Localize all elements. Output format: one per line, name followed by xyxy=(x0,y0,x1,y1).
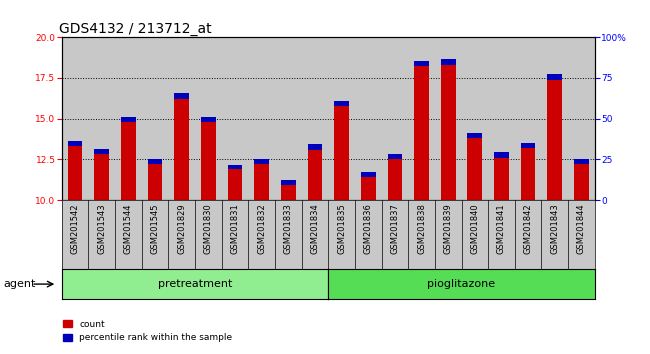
Bar xyxy=(201,122,216,200)
Text: GSM201832: GSM201832 xyxy=(257,204,266,254)
Bar xyxy=(521,143,536,148)
Bar xyxy=(121,116,136,122)
Bar xyxy=(414,67,429,200)
Bar xyxy=(494,158,509,200)
Text: GSM201543: GSM201543 xyxy=(98,204,106,254)
Bar xyxy=(547,74,562,80)
Bar xyxy=(441,65,456,200)
Bar xyxy=(201,117,216,122)
Bar xyxy=(281,185,296,200)
Text: GSM201837: GSM201837 xyxy=(391,204,399,254)
Bar xyxy=(68,146,83,200)
Bar xyxy=(387,159,402,200)
Bar xyxy=(307,149,322,200)
Text: GSM201833: GSM201833 xyxy=(284,204,292,254)
Text: GSM201831: GSM201831 xyxy=(231,204,239,254)
Bar xyxy=(334,101,349,105)
Text: pretreatment: pretreatment xyxy=(158,279,232,289)
Text: GSM201835: GSM201835 xyxy=(337,204,346,254)
Bar xyxy=(521,148,536,200)
Bar xyxy=(307,144,322,149)
Bar xyxy=(227,169,242,200)
Text: agent: agent xyxy=(3,279,36,289)
Bar xyxy=(227,165,242,169)
Text: GSM201829: GSM201829 xyxy=(177,204,186,254)
Bar xyxy=(467,138,482,200)
Text: pioglitazone: pioglitazone xyxy=(428,279,495,289)
Bar xyxy=(174,99,189,200)
Bar xyxy=(94,149,109,154)
Text: GSM201830: GSM201830 xyxy=(204,204,213,254)
Bar xyxy=(494,153,509,158)
Bar xyxy=(441,59,456,65)
Bar xyxy=(414,61,429,67)
Bar xyxy=(547,80,562,200)
Text: GSM201844: GSM201844 xyxy=(577,204,586,254)
Text: GSM201834: GSM201834 xyxy=(311,204,319,254)
Bar xyxy=(174,93,189,99)
Text: GSM201838: GSM201838 xyxy=(417,204,426,254)
Bar xyxy=(94,154,109,200)
Bar xyxy=(574,164,589,200)
Text: GSM201544: GSM201544 xyxy=(124,204,133,254)
Text: GSM201836: GSM201836 xyxy=(364,204,372,254)
Text: GSM201839: GSM201839 xyxy=(444,204,452,254)
Text: GSM201542: GSM201542 xyxy=(71,204,79,254)
Bar xyxy=(334,105,349,200)
Bar xyxy=(254,159,269,164)
Bar xyxy=(361,172,376,177)
Bar xyxy=(281,181,296,185)
Text: GSM201545: GSM201545 xyxy=(151,204,159,254)
Text: GSM201842: GSM201842 xyxy=(524,204,532,254)
Bar xyxy=(387,154,402,159)
Text: GDS4132 / 213712_at: GDS4132 / 213712_at xyxy=(59,22,212,36)
Bar xyxy=(361,177,376,200)
Bar xyxy=(121,122,136,200)
Legend: count, percentile rank within the sample: count, percentile rank within the sample xyxy=(63,320,233,342)
Bar xyxy=(68,141,83,146)
Text: GSM201840: GSM201840 xyxy=(471,204,479,254)
Bar xyxy=(148,159,162,164)
Text: GSM201841: GSM201841 xyxy=(497,204,506,254)
Text: GSM201843: GSM201843 xyxy=(551,204,559,254)
Bar xyxy=(574,159,589,164)
Bar xyxy=(467,133,482,138)
Bar xyxy=(254,164,269,200)
Bar xyxy=(148,164,162,200)
